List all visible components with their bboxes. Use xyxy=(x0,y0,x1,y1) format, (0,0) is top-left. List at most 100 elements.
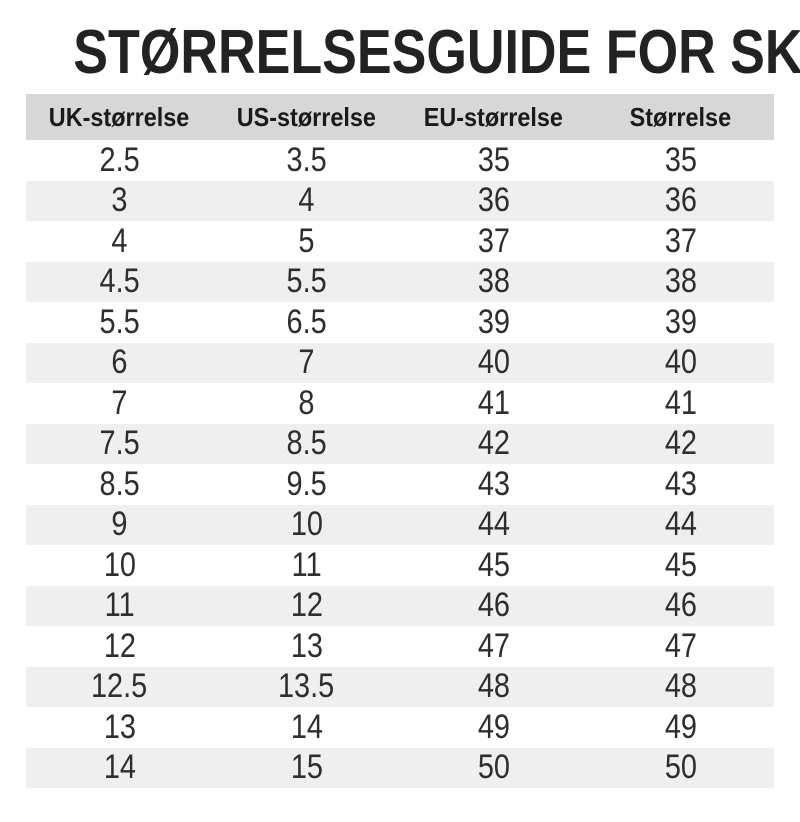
size-value: 50 xyxy=(664,748,697,787)
size-value: 9.5 xyxy=(286,464,327,503)
size-cell: 5.5 xyxy=(213,262,400,301)
size-cell: 4 xyxy=(213,181,400,220)
size-value: 35 xyxy=(664,140,697,179)
size-value: 7.5 xyxy=(99,424,140,463)
size-cell: 47 xyxy=(400,627,587,666)
size-cell: 3.5 xyxy=(213,141,400,180)
size-value: 44 xyxy=(477,505,510,544)
size-value: 41 xyxy=(664,383,697,422)
size-value: 13.5 xyxy=(278,667,335,706)
size-value: 4 xyxy=(111,221,128,260)
table-row: 5.5 6.5 39 39 xyxy=(26,302,774,343)
size-value: 11 xyxy=(291,545,322,584)
page: { "page": { "title": "STØRRELSESGUIDE FO… xyxy=(0,22,800,822)
size-cell: 37 xyxy=(587,222,774,261)
size-cell: 38 xyxy=(400,262,587,301)
size-value: 46 xyxy=(664,586,697,625)
table-row: 4 5 37 37 xyxy=(26,221,774,262)
size-value: 48 xyxy=(664,667,697,706)
size-cell: 7 xyxy=(213,343,400,382)
size-value: 42 xyxy=(664,424,697,463)
size-value: 49 xyxy=(477,707,510,746)
table-row: 7 8 41 41 xyxy=(26,383,774,424)
size-cell: 48 xyxy=(400,667,587,706)
size-value: 2.5 xyxy=(99,140,140,179)
table-body: 2.5 3.5 35 35 3 4 36 36 4 5 37 37 4.5 5.5 38 38 5.5 6.5 39… xyxy=(26,140,774,788)
size-cell: 35 xyxy=(587,141,774,180)
size-value: 41 xyxy=(477,383,510,422)
size-value: 12.5 xyxy=(91,667,148,706)
table-row: 14 15 50 50 xyxy=(26,747,774,788)
size-cell: 10 xyxy=(26,546,213,585)
size-cell: 43 xyxy=(400,465,587,504)
size-value: 47 xyxy=(477,626,510,665)
column-header-label: EU-størrelse xyxy=(423,101,564,132)
size-value: 45 xyxy=(664,545,697,584)
size-cell: 14 xyxy=(213,708,400,747)
table-row: 4.5 5.5 38 38 xyxy=(26,261,774,302)
table-row: 11 12 46 46 xyxy=(26,585,774,626)
table-row: 12 13 47 47 xyxy=(26,626,774,667)
size-cell: 40 xyxy=(400,343,587,382)
size-cell: 4 xyxy=(26,222,213,261)
size-cell: 45 xyxy=(587,546,774,585)
size-cell: 14 xyxy=(26,748,213,787)
size-value: 49 xyxy=(664,707,697,746)
table-header-row: UK-størrelse US-størrelse EU-størrelse Stør… xyxy=(26,94,774,140)
size-value: 12 xyxy=(103,626,136,665)
column-header-label: UK-størrelse xyxy=(49,101,190,132)
size-value: 37 xyxy=(664,221,697,260)
table-row: 7.5 8.5 42 42 xyxy=(26,423,774,464)
size-value: 15 xyxy=(290,748,323,787)
size-cell: 38 xyxy=(587,262,774,301)
size-value: 43 xyxy=(477,464,510,503)
size-cell: 11 xyxy=(26,586,213,625)
size-value: 5.5 xyxy=(99,302,140,341)
size-cell: 13.5 xyxy=(213,667,400,706)
size-value: 47 xyxy=(664,626,697,665)
size-cell: 8.5 xyxy=(26,465,213,504)
size-cell: 46 xyxy=(587,586,774,625)
size-value: 43 xyxy=(664,464,697,503)
table-row: 8.5 9.5 43 43 xyxy=(26,464,774,505)
size-cell: 15 xyxy=(213,748,400,787)
size-cell: 10 xyxy=(213,505,400,544)
table-row: 2.5 3.5 35 35 xyxy=(26,140,774,181)
size-value: 46 xyxy=(477,586,510,625)
size-value: 5 xyxy=(298,221,315,260)
size-value: 10 xyxy=(290,505,323,544)
size-value: 14 xyxy=(290,707,323,746)
size-value: 38 xyxy=(664,262,697,301)
size-cell: 6 xyxy=(26,343,213,382)
size-value: 4 xyxy=(298,181,315,220)
size-value: 12 xyxy=(290,586,323,625)
size-cell: 42 xyxy=(587,424,774,463)
size-value: 39 xyxy=(477,302,510,341)
size-cell: 44 xyxy=(400,505,587,544)
size-guide-table: UK-størrelse US-størrelse EU-størrelse Stør… xyxy=(26,94,774,788)
page-title: STØRRELSESGUIDE FOR SKO xyxy=(0,22,800,84)
size-value: 6 xyxy=(111,343,128,382)
size-cell: 37 xyxy=(400,222,587,261)
size-value: 42 xyxy=(477,424,510,463)
column-header-label: Størrelse xyxy=(629,101,732,132)
column-header: Størrelse xyxy=(587,102,774,133)
size-value: 37 xyxy=(477,221,510,260)
table-row: 6 7 40 40 xyxy=(26,342,774,383)
table-row: 12.5 13.5 48 48 xyxy=(26,666,774,707)
size-cell: 2.5 xyxy=(26,141,213,180)
size-cell: 41 xyxy=(587,384,774,423)
size-value: 13 xyxy=(103,707,136,746)
size-cell: 44 xyxy=(587,505,774,544)
size-cell: 43 xyxy=(587,465,774,504)
column-header: US-størrelse xyxy=(213,102,400,133)
size-cell: 13 xyxy=(26,708,213,747)
size-value: 8 xyxy=(298,383,315,422)
size-cell: 12.5 xyxy=(26,667,213,706)
size-cell: 50 xyxy=(587,748,774,787)
size-value: 36 xyxy=(477,181,510,220)
size-cell: 39 xyxy=(587,303,774,342)
size-cell: 11 xyxy=(213,546,400,585)
size-value: 40 xyxy=(477,343,510,382)
size-value: 8.5 xyxy=(99,464,140,503)
